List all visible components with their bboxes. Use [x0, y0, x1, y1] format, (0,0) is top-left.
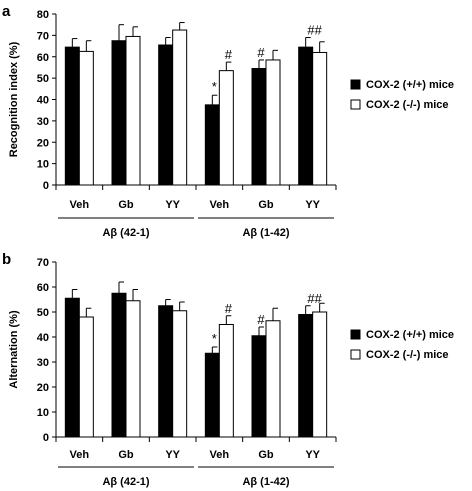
x-tick-label: Gb [258, 199, 274, 211]
legend-swatch [350, 99, 361, 110]
legend-label: COX-2 (-/-) mice [366, 99, 449, 111]
bar-cox2-wt [111, 40, 127, 186]
x-tick-label: Gb [118, 449, 134, 461]
bar-cox2-wt [204, 104, 220, 186]
y-axis-label: Recognition index (%) [8, 41, 20, 157]
legend-label: COX-2 (-/-) mice [366, 349, 449, 361]
legend-swatch [350, 349, 361, 360]
y-tick-label: 40 [37, 332, 49, 344]
bar-cox2-ko [172, 310, 188, 438]
y-tick-label: 50 [37, 73, 49, 85]
y-tick-label: 60 [37, 52, 49, 64]
bar-cox2-ko [125, 300, 141, 438]
group-label: Aβ (42-1) [102, 227, 149, 239]
y-tick-label: 50 [37, 307, 49, 319]
y-tick-label: 0 [43, 180, 49, 192]
group-label: Aβ (42-1) [102, 476, 149, 488]
x-tick-label: Gb [118, 199, 134, 211]
legend-swatch [350, 79, 361, 90]
panel-label: a [2, 3, 11, 20]
bar-cox2-wt [64, 46, 80, 186]
bar-cox2-wt [158, 44, 174, 186]
bar-cox2-wt [298, 46, 314, 186]
x-tick-label: YY [165, 199, 180, 211]
significance-marker: # [225, 47, 233, 62]
bar-cox2-ko [172, 29, 188, 186]
x-tick-label: Veh [70, 449, 90, 461]
significance-marker: ## [307, 23, 322, 38]
y-tick-label: 20 [37, 137, 49, 149]
y-tick-label: 70 [37, 30, 49, 42]
group-label: Aβ (1-42) [242, 476, 289, 488]
y-tick-label: 80 [37, 9, 49, 21]
x-tick-label: Gb [258, 449, 274, 461]
significance-marker: * [212, 331, 217, 346]
x-tick-label: Veh [210, 199, 230, 211]
significance-marker: ## [307, 291, 322, 306]
group-label: Aβ (1-42) [242, 227, 289, 239]
bar-cox2-wt [251, 335, 267, 438]
bar-cox2-wt [204, 352, 220, 438]
bar-cox2-ko [265, 59, 281, 186]
bar-cox2-ko [125, 35, 141, 186]
bar-cox2-wt [251, 68, 267, 186]
bar-cox2-ko [218, 70, 234, 186]
bar-cox2-ko [78, 50, 94, 186]
y-tick-label: 0 [43, 432, 49, 444]
y-tick-label: 20 [37, 382, 49, 394]
y-tick-label: 30 [37, 357, 49, 369]
significance-marker: * [212, 79, 217, 94]
x-tick-label: YY [305, 449, 320, 461]
legend-label: COX-2 (+/+) mice [366, 79, 454, 91]
bar-cox2-ko [265, 320, 281, 438]
x-tick-label: Veh [70, 199, 90, 211]
y-tick-label: 60 [37, 282, 49, 294]
y-tick-label: 70 [37, 257, 49, 269]
bar-cox2-wt [111, 292, 127, 438]
legend-label: COX-2 (+/+) mice [366, 329, 454, 341]
x-tick-label: YY [165, 449, 180, 461]
bar-cox2-wt [158, 305, 174, 438]
y-axis-label: Alternation (%) [8, 310, 20, 389]
x-tick-label: Veh [210, 449, 230, 461]
bar-cox2-ko [78, 316, 94, 438]
bar-cox2-ko [312, 51, 328, 186]
y-tick-label: 40 [37, 95, 49, 107]
chart-panel-a: a 0 10 20 30 40 50 60 70 80 Recognition index (%) *… [2, 3, 454, 239]
significance-marker: # [257, 45, 265, 60]
panel-label: b [2, 251, 11, 268]
y-tick-label: 10 [37, 407, 49, 419]
bar-cox2-ko [218, 324, 234, 438]
bar-cox2-ko [312, 311, 328, 438]
y-tick-label: 30 [37, 116, 49, 128]
bar-cox2-wt [298, 314, 314, 438]
significance-marker: # [225, 301, 233, 316]
x-tick-label: YY [305, 199, 320, 211]
legend-swatch [350, 329, 361, 340]
bar-cox2-wt [64, 297, 80, 438]
y-tick-label: 10 [37, 159, 49, 171]
significance-marker: # [257, 312, 265, 327]
